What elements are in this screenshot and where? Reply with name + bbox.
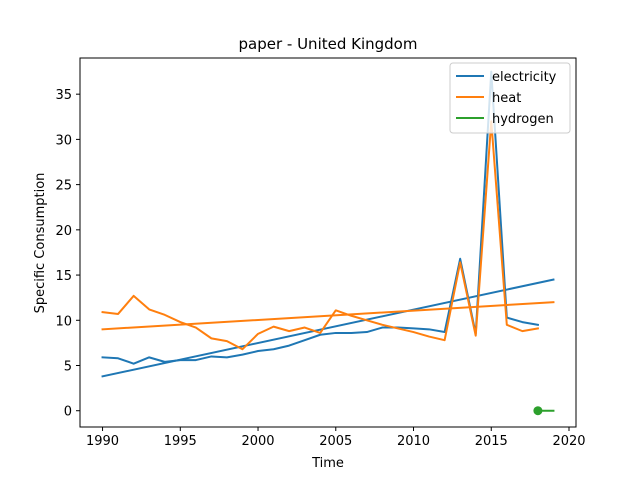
heat-line: [101, 120, 540, 351]
y-tick-label: 10: [55, 314, 72, 329]
y-axis-label: Specific Consumption: [33, 173, 48, 314]
y-tick-label: 5: [64, 360, 72, 375]
chart-title: paper - United Kingdom: [239, 35, 418, 53]
hydrogen-point-marker: [533, 406, 543, 416]
x-tick-label: 2020: [552, 434, 585, 449]
x-axis: 1990 1995 2000 2005 2010 2015 2020: [86, 427, 586, 449]
y-tick-label: 0: [64, 405, 72, 420]
plot-frame: [79, 57, 577, 428]
x-tick-label: 2015: [475, 434, 508, 449]
y-tick-label: 25: [55, 179, 72, 194]
x-tick-label: 1995: [164, 434, 197, 449]
legend-label-hydrogen: hydrogen: [492, 112, 554, 127]
x-tick-label: 2010: [397, 434, 430, 449]
y-axis: 0 5 10 15 20 25 30 35: [55, 88, 80, 420]
y-tick-label: 30: [55, 133, 72, 148]
legend-label-heat: heat: [492, 91, 521, 106]
legend-label-electricity: electricity: [492, 70, 557, 85]
x-axis-label: Time: [311, 456, 344, 471]
x-tick-label: 1990: [86, 434, 119, 449]
x-tick-label: 2000: [241, 434, 274, 449]
y-tick-label: 15: [55, 269, 72, 284]
y-tick-label: 35: [55, 88, 72, 103]
legend: electricity heat hydrogen: [449, 62, 571, 134]
legend-box: [449, 62, 571, 134]
plot-lines: [101, 70, 555, 416]
heat-trend-line: [101, 301, 555, 331]
y-tick-label: 20: [55, 224, 72, 239]
x-tick-label: 2005: [319, 434, 352, 449]
electricity-trend-line: [101, 278, 555, 378]
